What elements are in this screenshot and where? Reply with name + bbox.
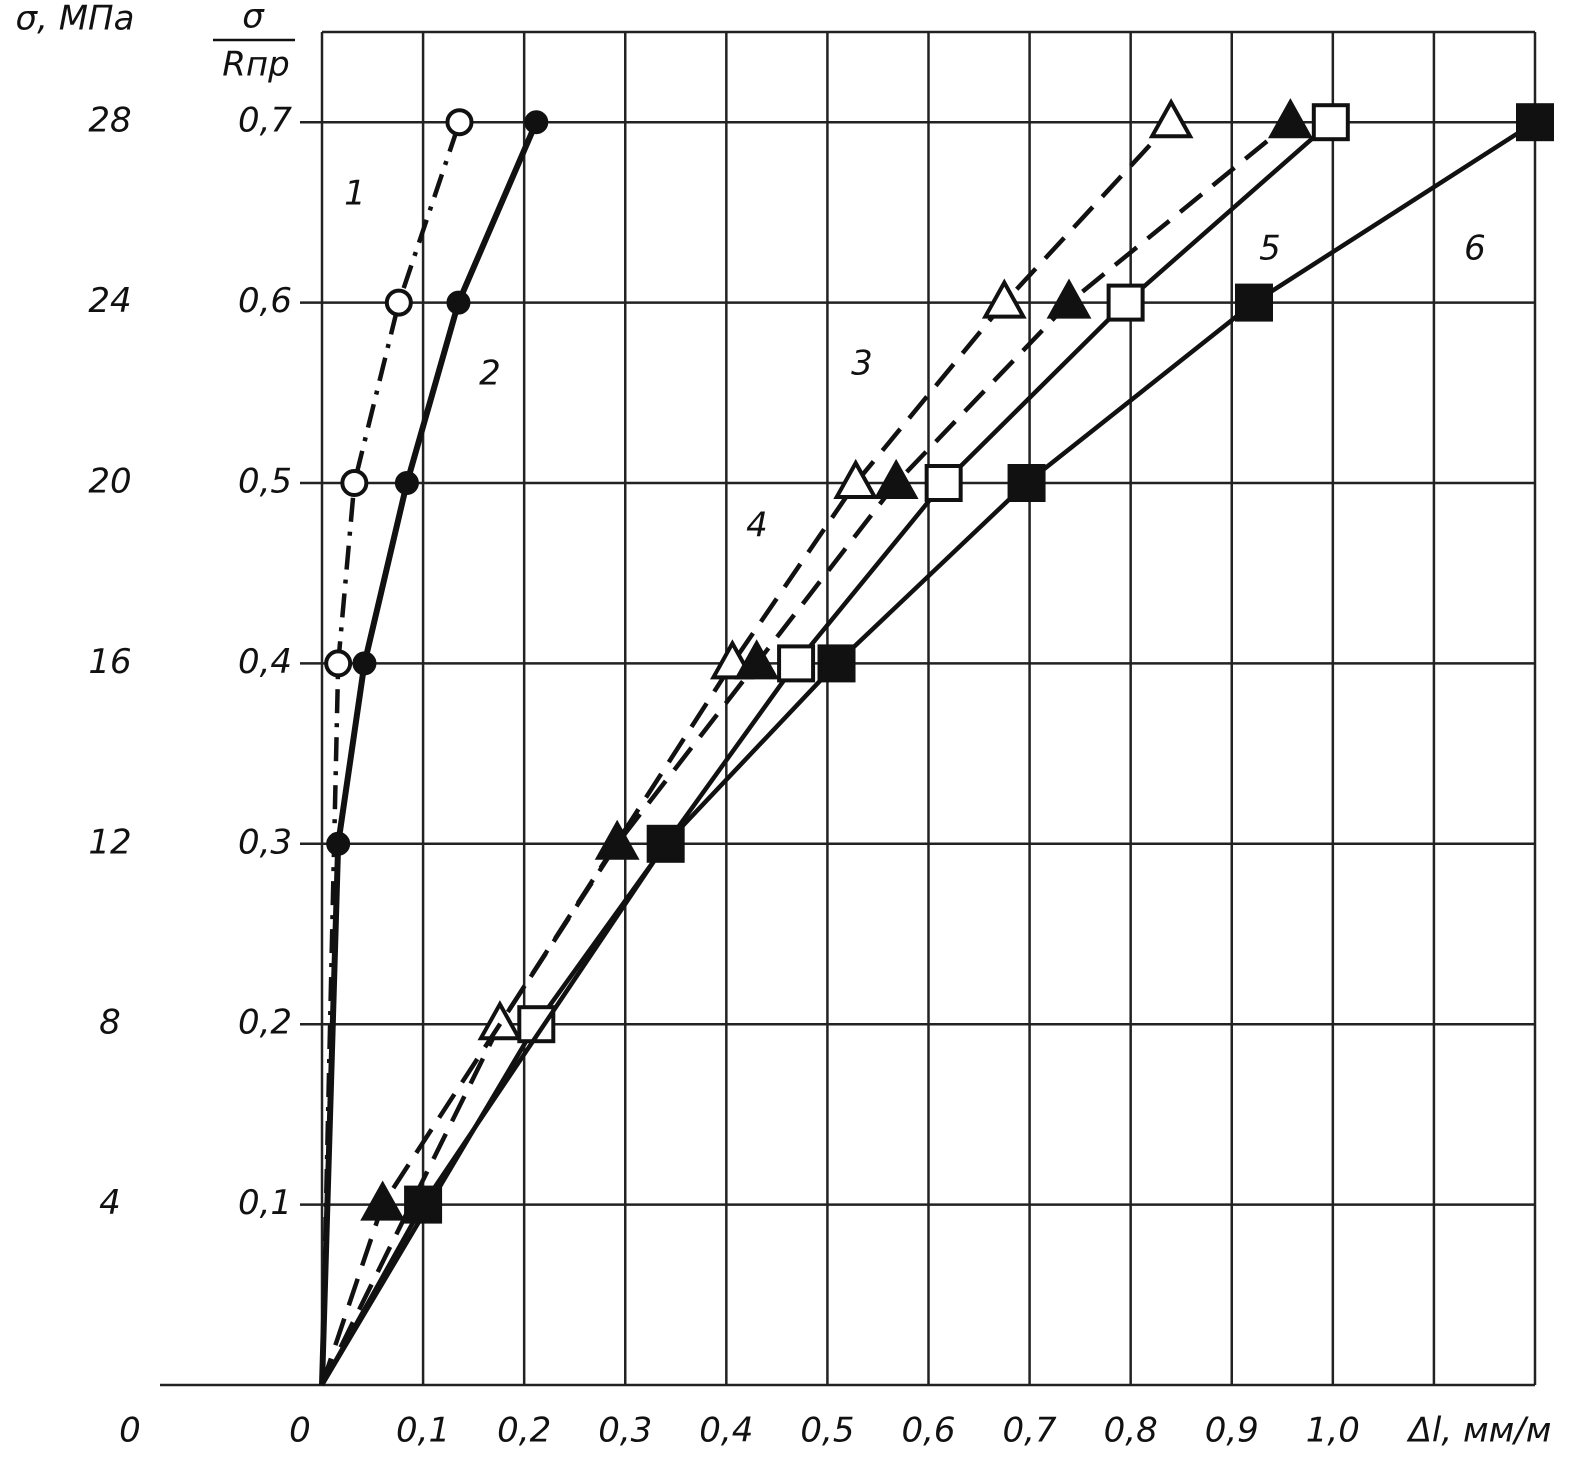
x-tick-label: 1,0 [1306, 1411, 1360, 1451]
series-line [319, 121, 540, 1386]
y-tick-label: 20 [88, 462, 131, 502]
y-tick-label: 28 [88, 101, 131, 141]
series-line [319, 120, 1173, 1386]
y2-tick-label: 0,1 [238, 1183, 292, 1223]
marker [1234, 283, 1273, 322]
marker [404, 1185, 443, 1224]
x-tick-label: 0,2 [497, 1411, 551, 1451]
marker [1106, 283, 1145, 322]
marker [1007, 464, 1046, 502]
marker [1148, 98, 1194, 139]
marker [981, 278, 1027, 319]
marker [1311, 103, 1350, 142]
marker [352, 651, 377, 676]
y2-axis-label-numerator: σ [242, 0, 265, 37]
y2-tick-label: 0,3 [238, 822, 292, 862]
x-tick-label: 0,3 [598, 1411, 652, 1451]
series-label: 6 [1464, 229, 1486, 269]
y2-tick-label: 0,2 [238, 1003, 292, 1043]
y2-tick-label: 0,4 [238, 642, 292, 682]
marker [1267, 98, 1313, 139]
marker [445, 108, 474, 137]
x-tick-label: 0,7 [1003, 1411, 1057, 1451]
marker [360, 1180, 406, 1221]
marker [524, 110, 549, 135]
series-label: 1 [344, 174, 366, 214]
marker [817, 644, 856, 683]
marker [384, 288, 413, 317]
y2-tick-label: 0,7 [238, 101, 292, 141]
series-line [319, 120, 1292, 1386]
series-label: 3 [851, 344, 873, 384]
marker [873, 458, 919, 499]
marker [1516, 103, 1554, 142]
marker [734, 639, 780, 680]
y2-axis-label-denominator: Rпр [222, 45, 289, 85]
x-tick-label: 0,9 [1205, 1411, 1259, 1451]
marker [324, 649, 353, 678]
y-tick-label: 12 [88, 822, 131, 862]
marker [1046, 278, 1092, 319]
series-label: 2 [479, 354, 501, 394]
series-line [319, 121, 462, 1386]
marker [777, 644, 816, 683]
y-tick-label: 24 [88, 281, 131, 321]
y-tick-label: 8 [99, 1003, 121, 1043]
y-axis-label: σ, МПа [16, 0, 135, 39]
y2-tick-label: 0,6 [238, 281, 292, 321]
marker [326, 831, 351, 856]
x-axis-label: Δl, мм/м [1406, 1411, 1552, 1451]
marker [646, 824, 685, 863]
marker [477, 1000, 523, 1041]
x-tick-label: 0,6 [901, 1411, 955, 1451]
x-tick-label: 0 [289, 1411, 311, 1451]
marker [446, 290, 471, 315]
y-tick-label: 0 [119, 1411, 141, 1451]
series-line [320, 120, 1333, 1387]
marker [394, 471, 419, 495]
series-label: 4 [746, 506, 768, 546]
x-tick-label: 0,4 [699, 1411, 753, 1451]
x-tick-label: 0,5 [800, 1411, 854, 1451]
marker [594, 819, 640, 860]
x-tick-label: 0,8 [1104, 1411, 1158, 1451]
x-tick-label: 0,1 [396, 1411, 450, 1451]
marker [340, 469, 369, 497]
marker [833, 458, 879, 499]
marker [924, 464, 963, 502]
series-label: 5 [1259, 229, 1281, 269]
y-tick-label: 4 [99, 1183, 121, 1223]
y-tick-label: 16 [88, 642, 131, 682]
y2-tick-label: 0,5 [238, 462, 292, 502]
